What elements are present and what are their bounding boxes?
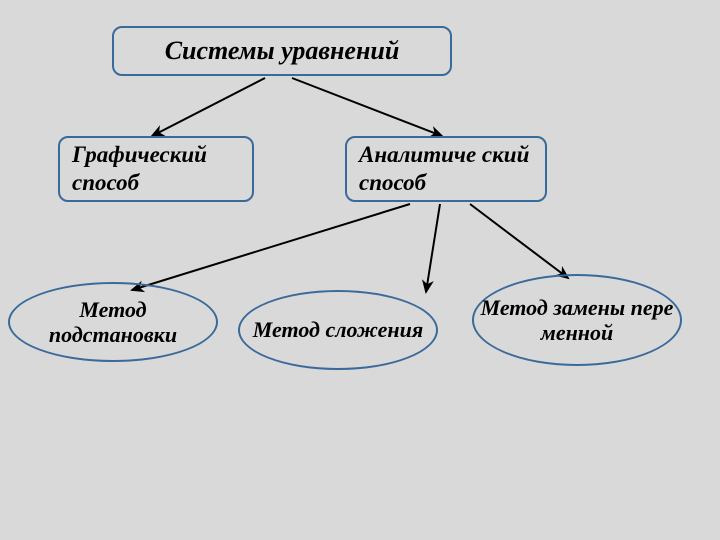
arrow-layer <box>0 0 720 540</box>
analytical-label: Аналитиче ский способ <box>359 141 533 196</box>
substitution-node: Метод подстановки <box>8 282 218 362</box>
graphical-label: Графический способ <box>72 141 240 196</box>
replacement-node: Метод замены пере менной <box>472 274 682 366</box>
root-label: Системы уравнений <box>165 35 400 66</box>
root-node: Системы уравнений <box>112 26 452 76</box>
substitution-label: Метод подстановки <box>14 297 212 348</box>
addition-label: Метод сложения <box>253 317 423 342</box>
replacement-label: Метод замены пере менной <box>478 295 676 346</box>
graphical-node: Графический способ <box>58 136 254 202</box>
analytical-node: Аналитиче ский способ <box>345 136 547 202</box>
addition-node: Метод сложения <box>238 290 438 370</box>
